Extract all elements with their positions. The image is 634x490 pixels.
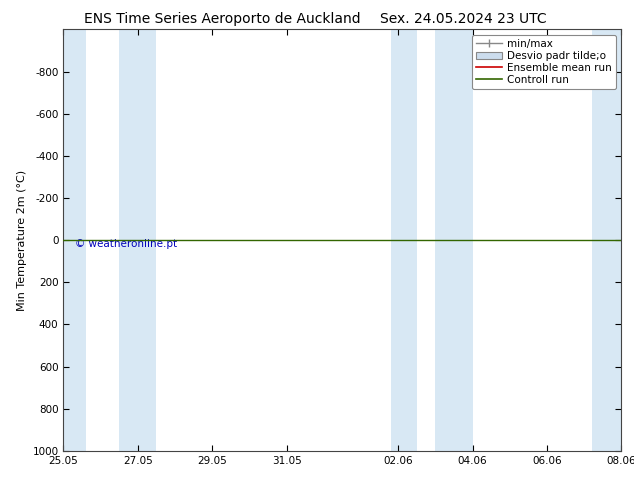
Bar: [119, 29, 157, 451]
Legend: min/max, Desvio padr tilde;o, Ensemble mean run, Controll run: min/max, Desvio padr tilde;o, Ensemble m…: [472, 35, 616, 89]
Y-axis label: Min Temperature 2m (°C): Min Temperature 2m (°C): [17, 170, 27, 311]
Text: © weatheronline.pt: © weatheronline.pt: [75, 239, 177, 249]
Text: ENS Time Series Aeroporto de Auckland: ENS Time Series Aeroporto de Auckland: [84, 12, 360, 26]
Bar: [63, 29, 86, 451]
Bar: [592, 29, 621, 451]
Text: Sex. 24.05.2024 23 UTC: Sex. 24.05.2024 23 UTC: [380, 12, 546, 26]
Bar: [436, 29, 472, 451]
Bar: [391, 29, 417, 451]
